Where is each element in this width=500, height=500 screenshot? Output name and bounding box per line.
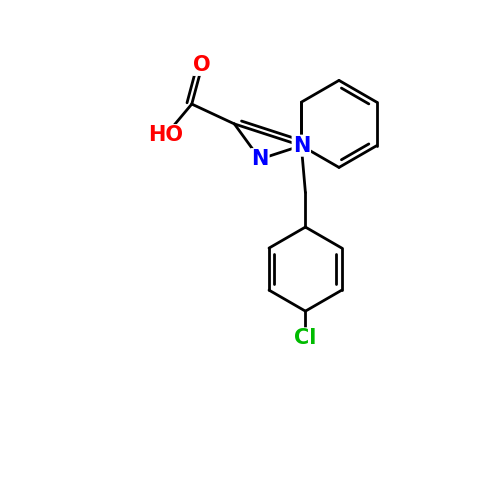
Text: O: O [194,55,211,75]
Text: HO: HO [148,125,183,145]
Text: N: N [292,136,310,156]
Text: Cl: Cl [294,328,316,348]
Text: N: N [251,149,268,169]
